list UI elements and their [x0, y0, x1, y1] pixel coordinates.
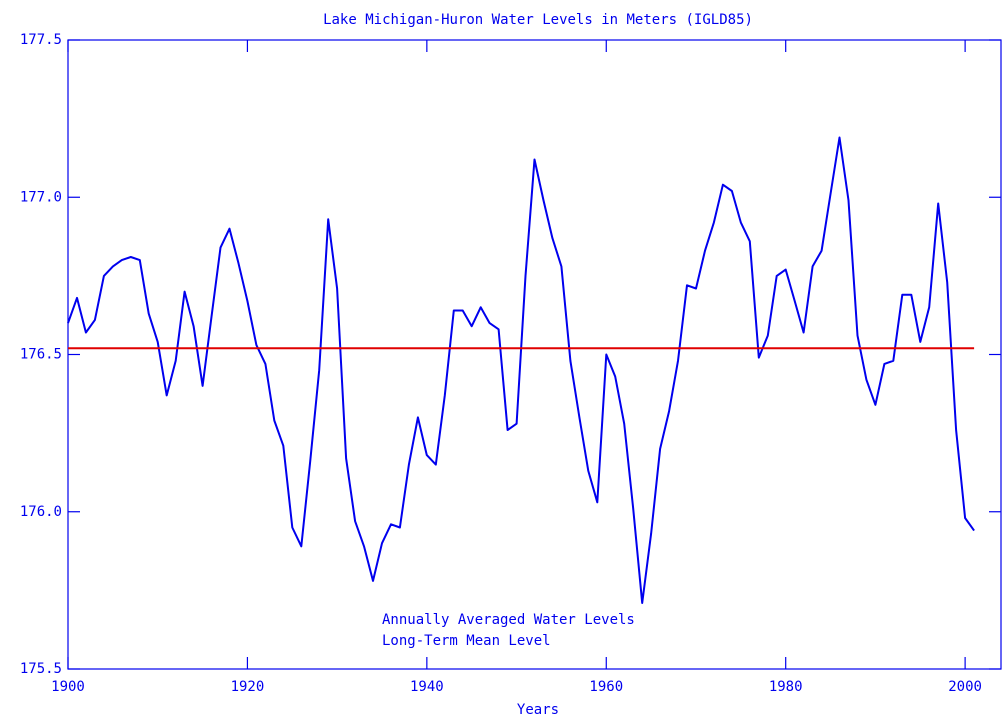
y-tick-label: 177.5 [20, 32, 62, 48]
x-tick-label: 1980 [769, 679, 803, 695]
y-tick-label: 176.0 [20, 504, 62, 520]
legend-label: Long-Term Mean Level [382, 633, 551, 649]
x-tick-label: 1920 [231, 679, 265, 695]
x-tick-label: 1940 [410, 679, 444, 695]
y-tick-label: 177.0 [20, 189, 62, 205]
x-tick-label: 1900 [51, 679, 85, 695]
series-line [67, 136, 975, 604]
y-tick-label: 175.5 [20, 661, 62, 677]
chart-title: Lake Michigan-Huron Water Levels in Mete… [323, 12, 753, 28]
y-tick-label: 176.5 [20, 347, 62, 363]
legend-label: Annually Averaged Water Levels [382, 612, 635, 628]
x-tick-label: 2000 [948, 679, 982, 695]
x-axis-label: Years [517, 702, 559, 717]
x-tick-label: 1960 [589, 679, 623, 695]
